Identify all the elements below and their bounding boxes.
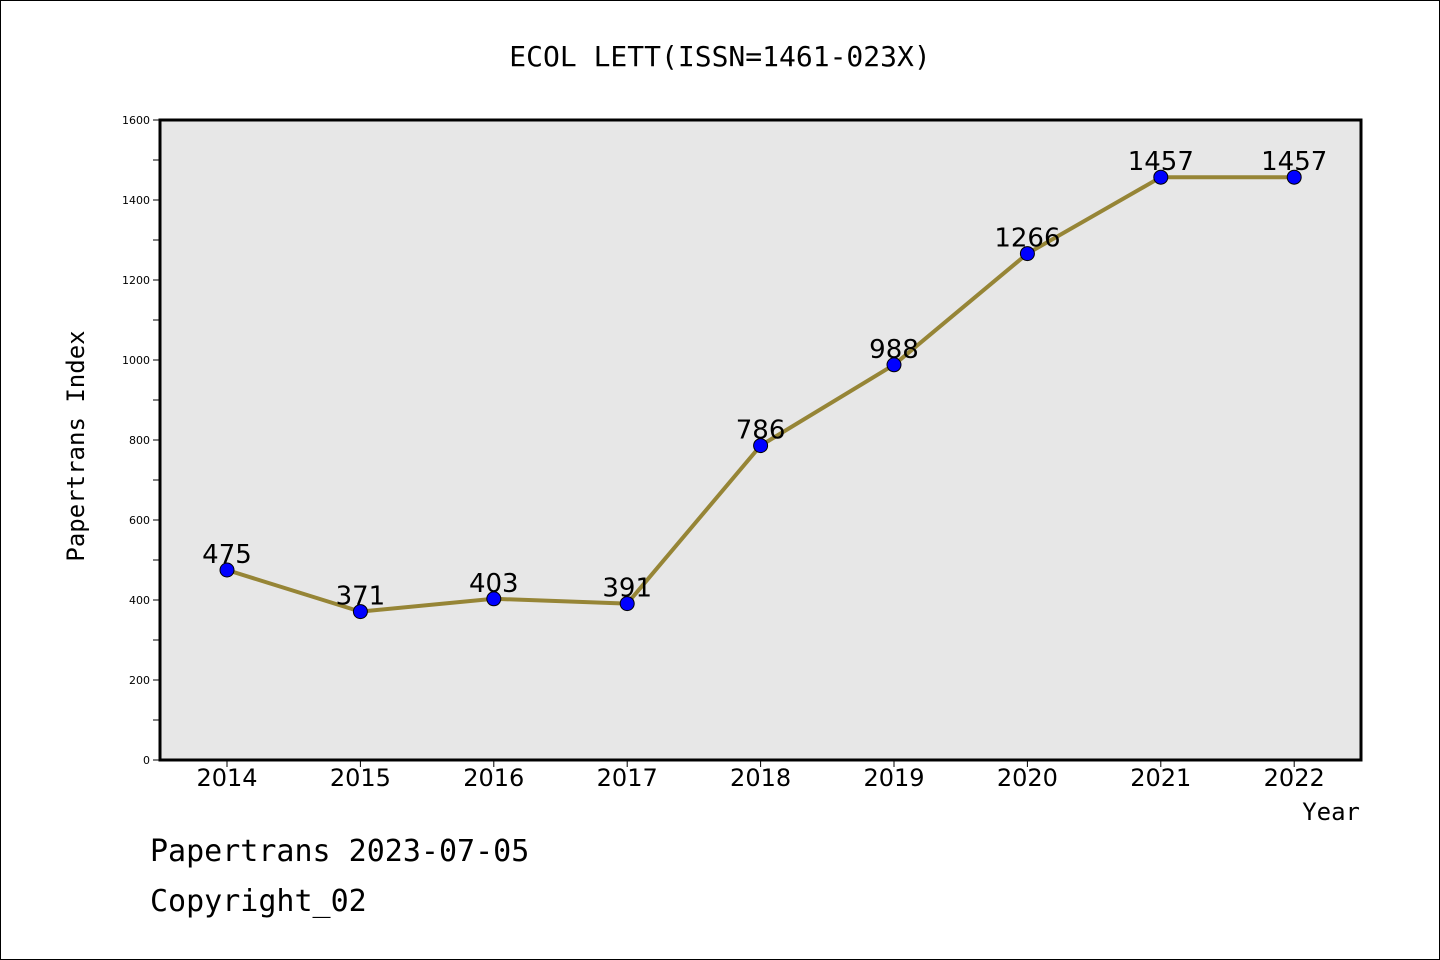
data-point bbox=[1019, 246, 1035, 262]
data-point bbox=[1153, 169, 1169, 185]
data-label: 1266 bbox=[994, 224, 1060, 254]
y-tick-label: 1600 bbox=[122, 114, 150, 127]
data-point bbox=[886, 357, 902, 373]
data-point bbox=[753, 438, 769, 454]
y-tick-label: 1200 bbox=[122, 274, 150, 287]
data-label: 475 bbox=[202, 540, 252, 570]
data-label: 403 bbox=[469, 569, 519, 599]
series-markers bbox=[219, 169, 1302, 620]
y-tick-label: 400 bbox=[129, 594, 150, 607]
data-label: 1457 bbox=[1261, 147, 1327, 177]
data-label: 786 bbox=[736, 416, 786, 446]
plot-border bbox=[158, 118, 1363, 762]
footer-copyright: Copyright_02 bbox=[150, 884, 367, 919]
data-label: 1457 bbox=[1128, 147, 1194, 177]
footer-date: Papertrans 2023-07-05 bbox=[150, 834, 530, 869]
data-point bbox=[486, 591, 502, 607]
x-tick-label: 2020 bbox=[997, 764, 1058, 792]
y-tick-label: 200 bbox=[129, 674, 150, 687]
y-axis-label: Papertrans Index bbox=[62, 330, 90, 561]
data-label: 988 bbox=[869, 335, 919, 365]
data-label: 371 bbox=[336, 582, 386, 612]
data-label: 391 bbox=[602, 574, 652, 604]
x-tick-label: 2018 bbox=[730, 764, 791, 792]
data-labels: 475 371 403 391 786 988 1266 1457 1457 bbox=[202, 147, 1327, 611]
x-axis-label: Year bbox=[1302, 798, 1360, 826]
x-tick-label: 2015 bbox=[330, 764, 391, 792]
y-tick-label: 600 bbox=[129, 514, 150, 527]
y-tick-label: 1400 bbox=[122, 194, 150, 207]
x-tick-label: 2022 bbox=[1264, 764, 1325, 792]
x-tick-label: 2021 bbox=[1130, 764, 1191, 792]
data-point bbox=[219, 562, 235, 578]
data-point bbox=[352, 604, 368, 620]
x-tick-label: 2017 bbox=[597, 764, 658, 792]
chart-title: ECOL LETT(ISSN=1461-023X) bbox=[509, 40, 930, 73]
x-axis-ticks: 2014 2015 2016 2017 2018 2019 2020 2021 2022 bbox=[196, 760, 1325, 792]
data-point bbox=[619, 596, 635, 612]
y-tick-label: 800 bbox=[129, 434, 150, 447]
x-tick-label: 2019 bbox=[863, 764, 924, 792]
y-tick-label: 1000 bbox=[122, 354, 150, 367]
x-tick-label: 2014 bbox=[196, 764, 257, 792]
x-tick-label: 2016 bbox=[463, 764, 524, 792]
y-axis-ticks: 0 200 400 600 800 1000 1200 1400 1600 bbox=[122, 114, 160, 767]
data-point bbox=[1286, 169, 1302, 185]
y-tick-label: 0 bbox=[143, 754, 150, 767]
